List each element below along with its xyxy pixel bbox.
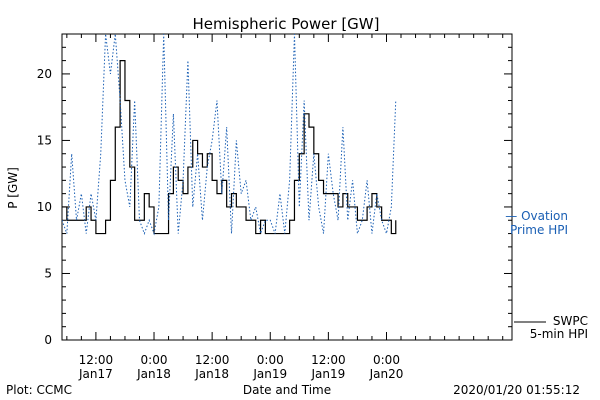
footer-timestamp: 2020/01/20 01:55:12 xyxy=(453,383,580,397)
x-tick-date-label: Jan17 xyxy=(78,367,113,381)
x-tick-date-label: Jan19 xyxy=(252,367,287,381)
x-tick-date-label: Jan20 xyxy=(369,367,404,381)
x-tick-date-label: Jan19 xyxy=(310,367,345,381)
y-tick-label: 20 xyxy=(37,67,52,81)
series-layer xyxy=(62,34,397,236)
x-tick-date-label: Jan18 xyxy=(136,367,171,381)
legend-ovation-line1: — Ovation xyxy=(505,209,568,223)
x-axis: 12:00Jan170:00Jan1812:00Jan180:00Jan1912… xyxy=(66,34,504,381)
y-tick-label: 5 xyxy=(44,266,52,280)
series-line-ovation xyxy=(62,34,397,236)
y-axis-label: P [GW] xyxy=(6,167,20,209)
legend: — Ovation Prime HPI SWPC 5-min HPI xyxy=(505,209,588,341)
x-tick-date-label: Jan18 xyxy=(194,367,229,381)
y-axis: 0 5 10 15 20 xyxy=(37,33,512,347)
x-tick-time-label: 12:00 xyxy=(79,353,114,367)
x-tick-time-label: 12:00 xyxy=(311,353,346,367)
footer-credit: Plot: CCMC xyxy=(6,383,72,397)
legend-swpc-line2: 5-min HPI xyxy=(530,327,588,341)
y-tick-label: 0 xyxy=(44,333,52,347)
legend-swpc-line1: SWPC xyxy=(553,314,588,328)
y-tick-label: 10 xyxy=(37,200,52,214)
y-tick-label: 15 xyxy=(37,133,52,147)
x-axis-label: Date and Time xyxy=(243,383,331,397)
x-tick-time-label: 12:00 xyxy=(195,353,230,367)
legend-ovation-line2: Prime HPI xyxy=(510,223,568,237)
chart-title: Hemispheric Power [GW] xyxy=(193,15,380,33)
x-tick-time-label: 0:00 xyxy=(373,353,400,367)
x-tick-time-label: 0:00 xyxy=(141,353,168,367)
series-line-swpc xyxy=(62,60,397,235)
x-tick-time-label: 0:00 xyxy=(257,353,284,367)
plot-frame xyxy=(61,33,513,341)
